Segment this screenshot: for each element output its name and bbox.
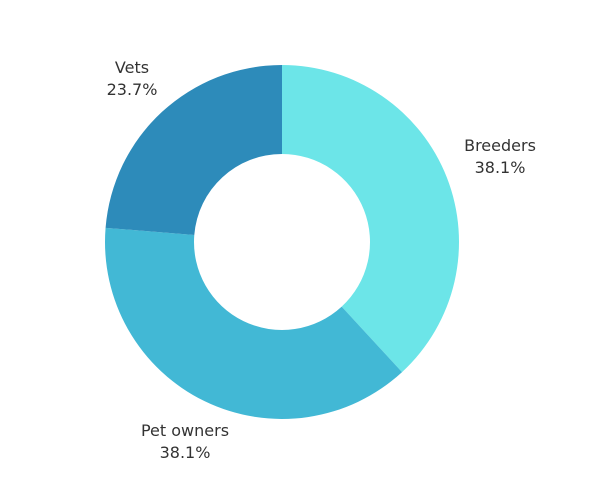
slice-vets[interactable]	[105, 65, 282, 235]
slice-label-pet-owners: Pet owners	[141, 421, 229, 440]
slice-percent-breeders: 38.1%	[475, 158, 526, 177]
slice-label-vets: Vets	[115, 58, 149, 77]
slice-labels: Breeders 38.1% Pet owners 38.1% Vets 23.7%	[107, 58, 536, 462]
slice-percent-pet-owners: 38.1%	[160, 443, 211, 462]
slice-percent-vets: 23.7%	[107, 80, 158, 99]
slice-pet-owners[interactable]	[105, 227, 403, 419]
slice-breeders[interactable]	[282, 65, 459, 373]
slice-label-breeders: Breeders	[464, 136, 536, 155]
donut-slices	[105, 65, 459, 419]
